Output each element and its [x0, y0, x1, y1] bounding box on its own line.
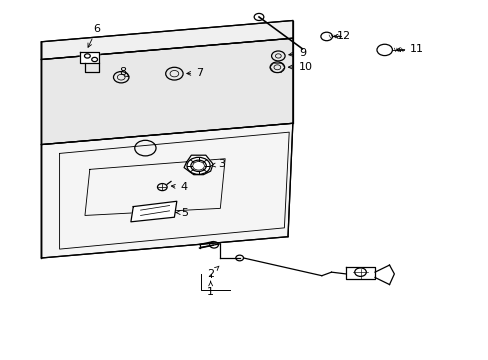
Text: 1: 1 — [207, 281, 214, 297]
Polygon shape — [183, 155, 213, 175]
Text: 3: 3 — [211, 159, 224, 169]
Text: 8: 8 — [119, 67, 129, 77]
Text: 4: 4 — [171, 182, 187, 192]
Text: 6: 6 — [88, 24, 101, 47]
Text: 9: 9 — [288, 48, 305, 58]
Polygon shape — [80, 53, 99, 63]
Text: 10: 10 — [288, 62, 312, 72]
Text: 2: 2 — [207, 266, 219, 279]
Text: 11: 11 — [396, 44, 424, 54]
Polygon shape — [41, 38, 292, 145]
Text: 7: 7 — [186, 68, 203, 78]
Polygon shape — [41, 21, 292, 59]
Polygon shape — [131, 201, 177, 222]
Text: 5: 5 — [176, 208, 188, 217]
Polygon shape — [346, 267, 374, 279]
Text: 12: 12 — [333, 31, 351, 41]
Polygon shape — [41, 123, 292, 258]
